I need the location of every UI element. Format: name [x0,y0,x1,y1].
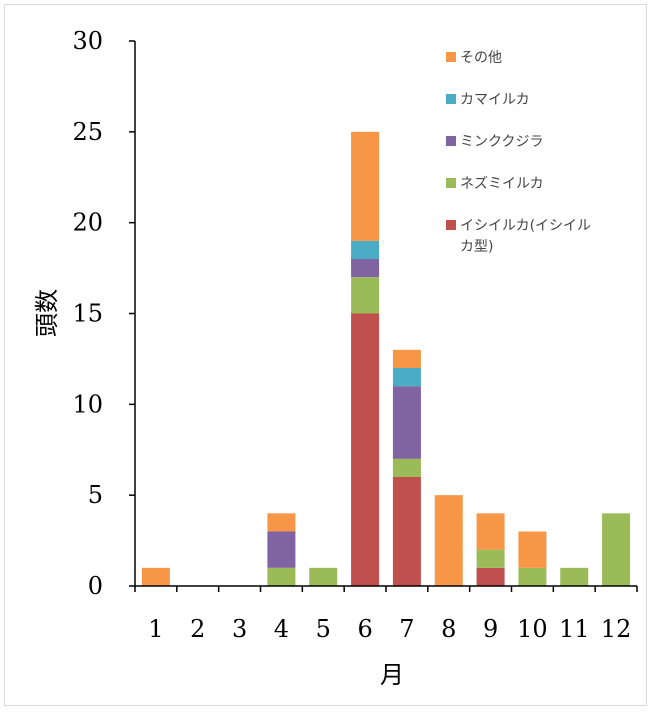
x-tick-label: 12 [601,615,632,643]
bar-segment-m9-s4 [476,513,505,550]
x-tick-label: 8 [441,615,456,643]
chart-frame [4,4,647,706]
bar-segment-m4-s1 [267,567,296,586]
y-tick-label: 20 [72,209,103,237]
bar-segment-m9-s1 [476,549,505,568]
x-tick-label: 5 [316,615,331,643]
legend-swatch [446,178,456,188]
bar-segment-m6-s1 [351,277,380,314]
y-axis-title: 頭数 [33,289,61,337]
bar-segment-m4-s4 [267,513,296,532]
bar-segment-m6-s4 [351,131,380,241]
y-tick-labels: 0 5 10 15 20 25 30 [72,27,103,600]
bar-segment-m6-s3 [351,240,380,259]
bar-segment-m12-s1 [602,513,631,586]
x-tick-label: 6 [357,615,372,643]
bar-segment-m4-s2 [267,531,296,568]
legend-swatch [446,220,456,230]
bar-segment-m7-s2 [392,386,421,459]
legend-swatch [446,94,456,104]
bars-layer [141,131,631,586]
bar-segment-m10-s1 [518,567,547,586]
legend-label: イシイルカ(イシイル [460,218,591,234]
bar-segment-m6-s0 [351,313,380,586]
x-tick-label: 2 [190,615,205,643]
bar-segment-m10-s4 [518,531,547,568]
legend-swatch [446,52,456,62]
bar-segment-m6-s2 [351,259,380,278]
x-tick-label: 11 [559,615,590,643]
legend-label: カマイルカ [460,92,530,108]
legend-label: ミンククジラ [460,134,543,150]
x-axis-title: 月 [380,661,404,689]
x-tick-label: 9 [483,615,498,643]
bar-segment-m9-s0 [476,567,505,586]
x-tick-labels: 1 2 3 4 5 6 7 8 9 10 11 12 [148,615,631,643]
bar-segment-m7-s0 [392,477,421,586]
bar-segment-m7-s4 [392,349,421,368]
x-tick-label: 1 [148,615,163,643]
bar-segment-m1-s4 [141,567,170,586]
bar-segment-m5-s1 [309,567,338,586]
legend-label: その他 [460,50,502,66]
bar-segment-m7-s3 [392,368,421,387]
bar-segment-m11-s1 [560,567,589,586]
y-tick-label: 30 [72,27,103,55]
x-tick-label: 10 [517,615,548,643]
y-tick-label: 0 [88,572,103,600]
bar-segment-m7-s1 [392,458,421,477]
x-tick-label: 3 [232,615,247,643]
y-tick-label: 5 [88,481,103,509]
y-tick-label: 25 [72,118,103,146]
bar-segment-m8-s4 [434,495,463,586]
x-tick-label: 4 [274,615,289,643]
legend-swatch [446,136,456,146]
legend-label: ネズミイルカ [460,176,544,192]
y-tick-label: 15 [72,300,103,328]
axes-layer [129,40,638,592]
y-tick-label: 10 [72,390,103,418]
legend-label-line2: カ型) [460,239,493,255]
x-tick-label: 7 [399,615,414,643]
